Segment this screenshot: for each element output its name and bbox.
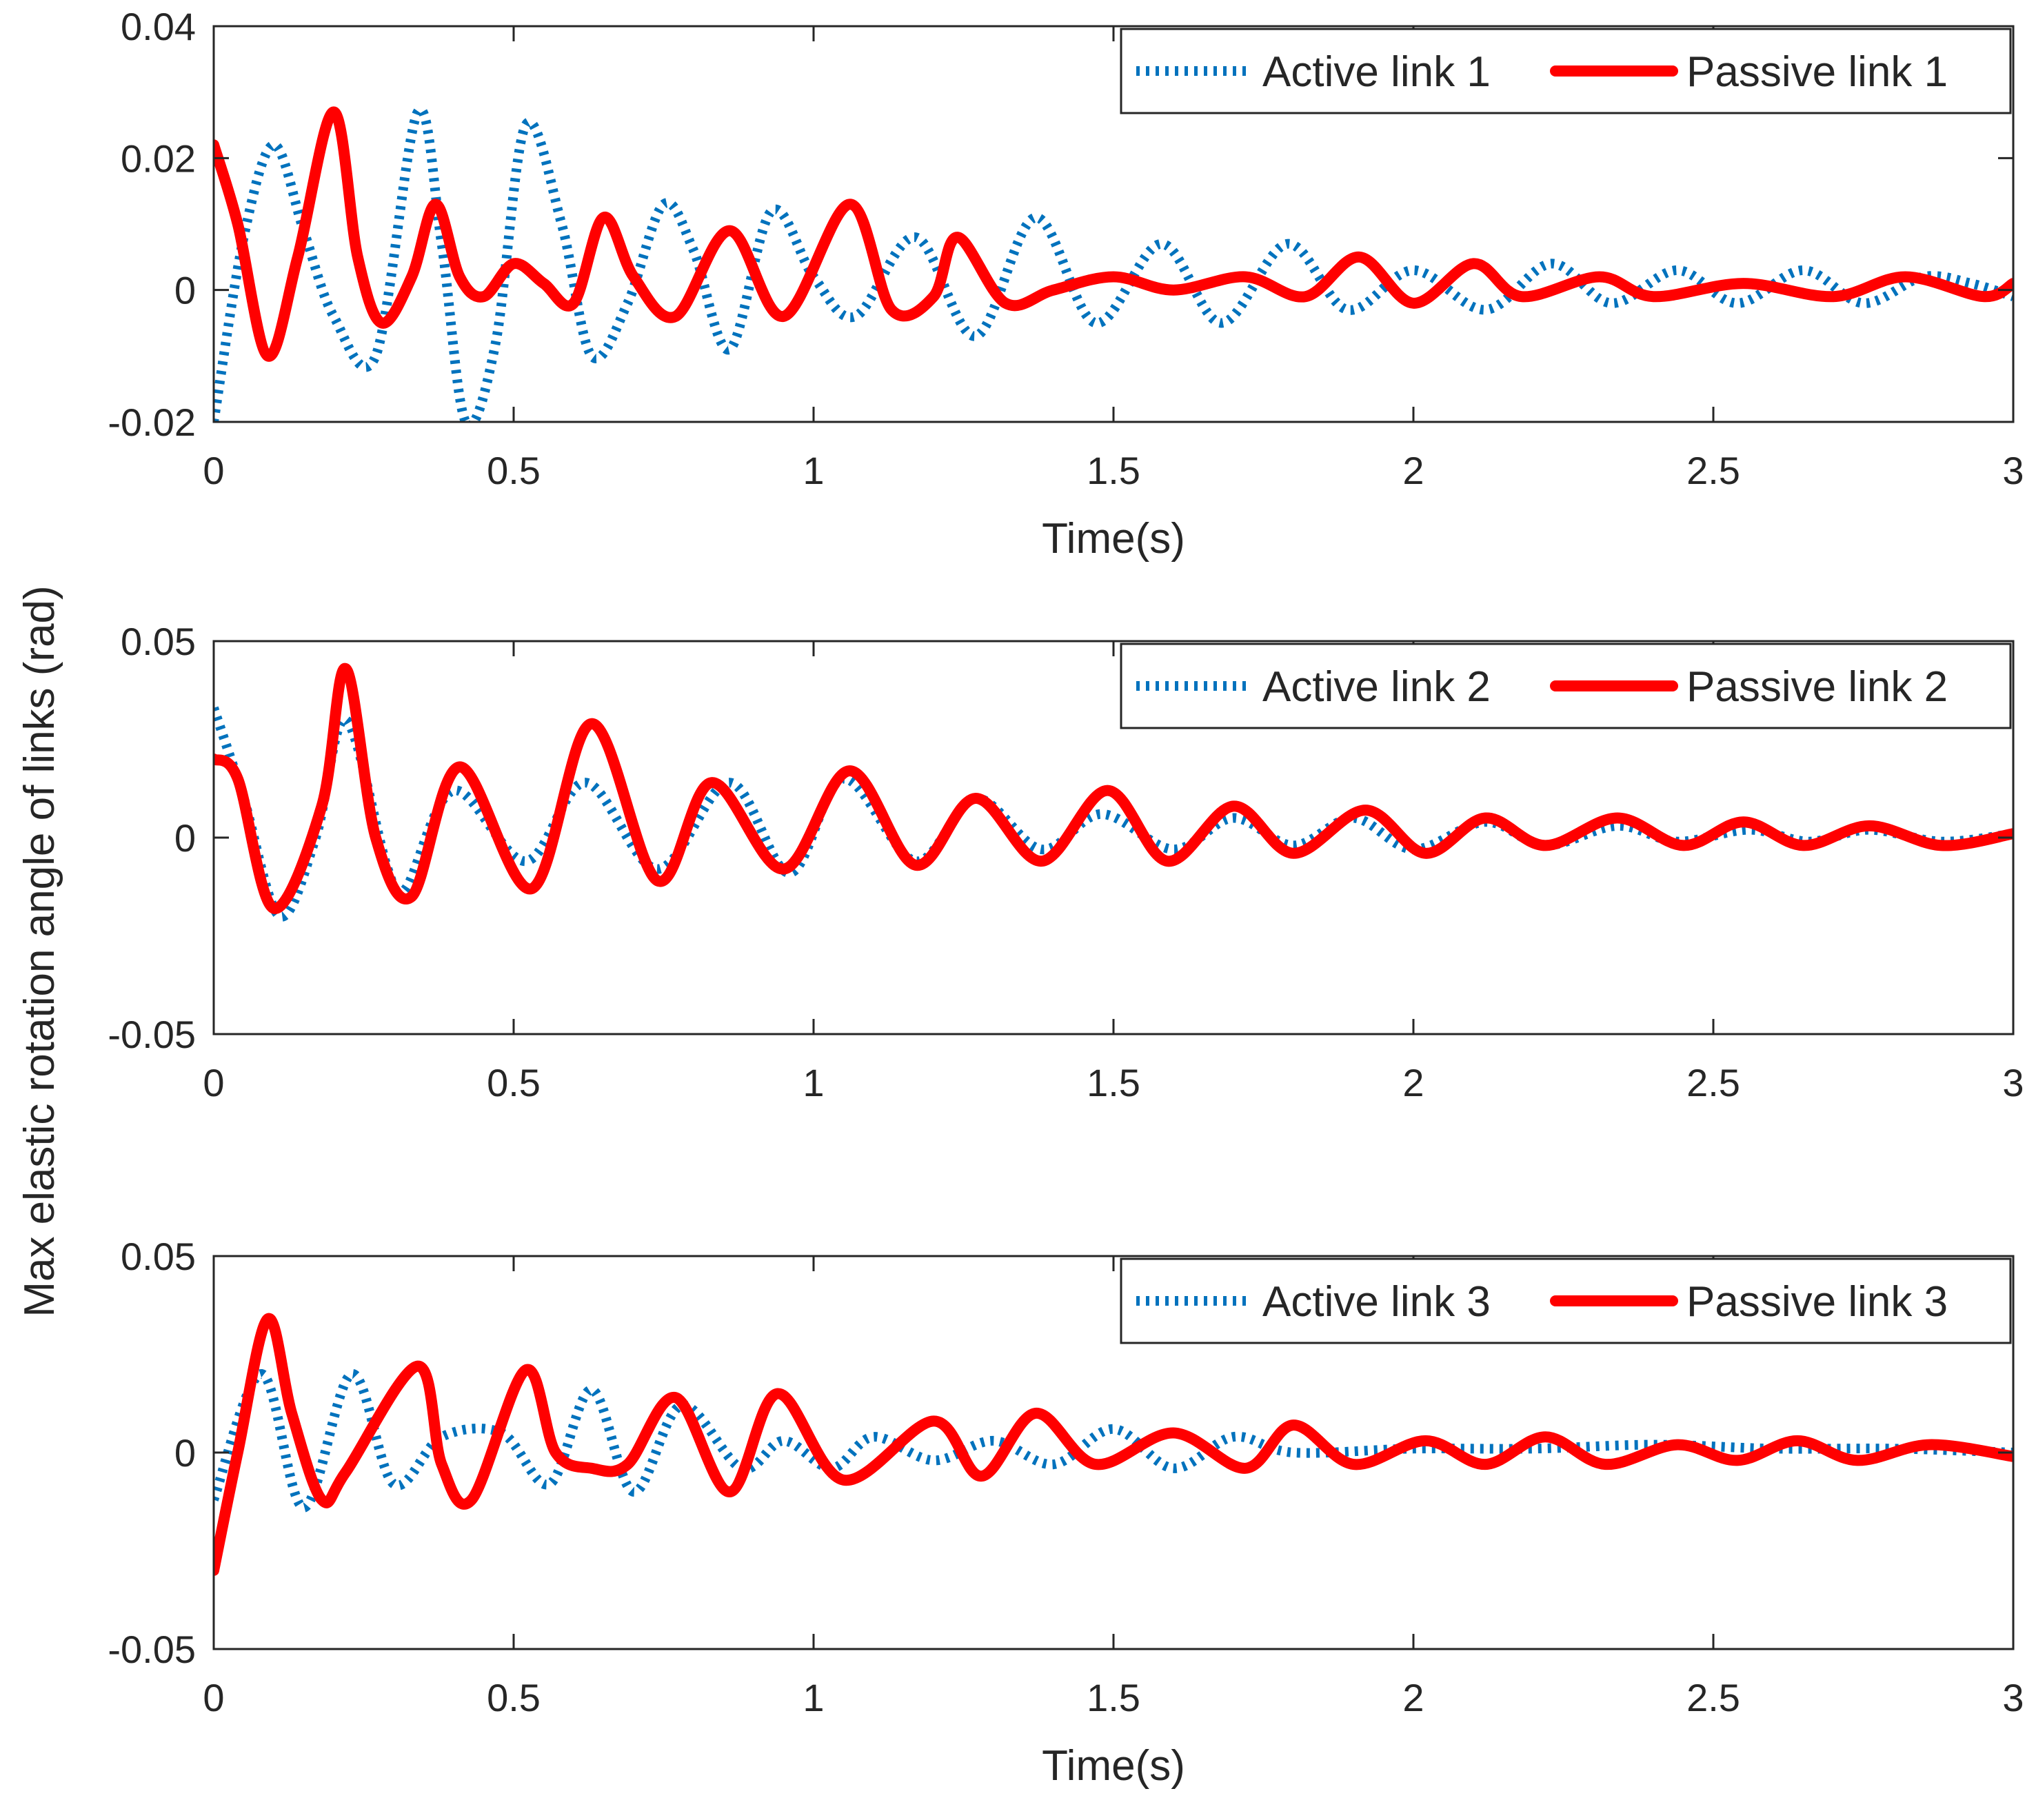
- x-tick-label: 3: [2002, 1061, 2024, 1104]
- y-tick-label: 0: [174, 269, 196, 312]
- series-line-passive: [214, 663, 2013, 914]
- x-tick-label: 0: [203, 1676, 224, 1719]
- y-tick-label: -0.05: [108, 1628, 196, 1671]
- y-axis-label: Max elastic rotation angle of links (rad…: [16, 585, 63, 1317]
- legend-label-active: Active link 1: [1262, 48, 1491, 96]
- x-tick-label: 0.5: [487, 449, 541, 492]
- x-tick-label: 1: [803, 1676, 824, 1719]
- x-tick-label: 2: [1402, 449, 1424, 492]
- legend-label-passive: Passive link 3: [1686, 1278, 1948, 1326]
- x-tick-label: 3: [2002, 449, 2024, 492]
- x-tick-label: 2.5: [1686, 1061, 1740, 1104]
- x-tick-label: 3: [2002, 1676, 2024, 1719]
- x-axis-label: Time(s): [1042, 515, 1185, 563]
- x-tick-label: 0: [203, 1061, 224, 1104]
- legend: Active link 2 Passive link 2: [1120, 643, 2012, 729]
- y-tick-label: 0.05: [121, 620, 196, 663]
- y-tick-label: 0.04: [121, 5, 196, 48]
- x-tick-label: 2.5: [1686, 1676, 1740, 1719]
- x-axis-label: Time(s): [1042, 1742, 1185, 1790]
- legend: Active link 3 Passive link 3: [1120, 1257, 2012, 1344]
- x-tick-label: 2: [1402, 1676, 1424, 1719]
- series-line-passive: [214, 106, 2013, 362]
- x-tick-label: 1: [803, 449, 824, 492]
- x-tick-label: 1.5: [1087, 1061, 1140, 1104]
- legend: Active link 1 Passive link 1: [1120, 28, 2012, 114]
- x-tick-label: 1: [803, 1061, 824, 1104]
- x-tick-label: 1.5: [1087, 449, 1140, 492]
- y-tick-label: 0: [174, 816, 196, 860]
- series-line-active: [214, 105, 2013, 422]
- x-tick-label: 2: [1402, 1061, 1424, 1104]
- x-tick-label: 0.5: [487, 1676, 541, 1719]
- y-tick-label: 0.02: [121, 136, 196, 180]
- x-tick-label: 0.5: [487, 1061, 541, 1104]
- legend-label-passive: Passive link 1: [1686, 48, 1948, 96]
- legend-label-active: Active link 3: [1262, 1278, 1491, 1326]
- legend-label-active: Active link 2: [1262, 663, 1491, 711]
- y-tick-label: 0: [174, 1431, 196, 1475]
- chart-panel-1: 0 0.5 1 1.5 2 2.5 3-0.0200.020.04Time(s)Active…: [108, 5, 2024, 563]
- y-tick-label: 0.05: [121, 1235, 196, 1278]
- x-tick-label: 2.5: [1686, 449, 1740, 492]
- y-tick-label: -0.05: [108, 1013, 196, 1056]
- x-tick-label: 0: [203, 449, 224, 492]
- legend-label-passive: Passive link 2: [1686, 663, 1948, 711]
- series-line-passive: [214, 1313, 2013, 1576]
- x-tick-label: 1.5: [1087, 1676, 1140, 1719]
- y-tick-label: -0.02: [108, 401, 196, 444]
